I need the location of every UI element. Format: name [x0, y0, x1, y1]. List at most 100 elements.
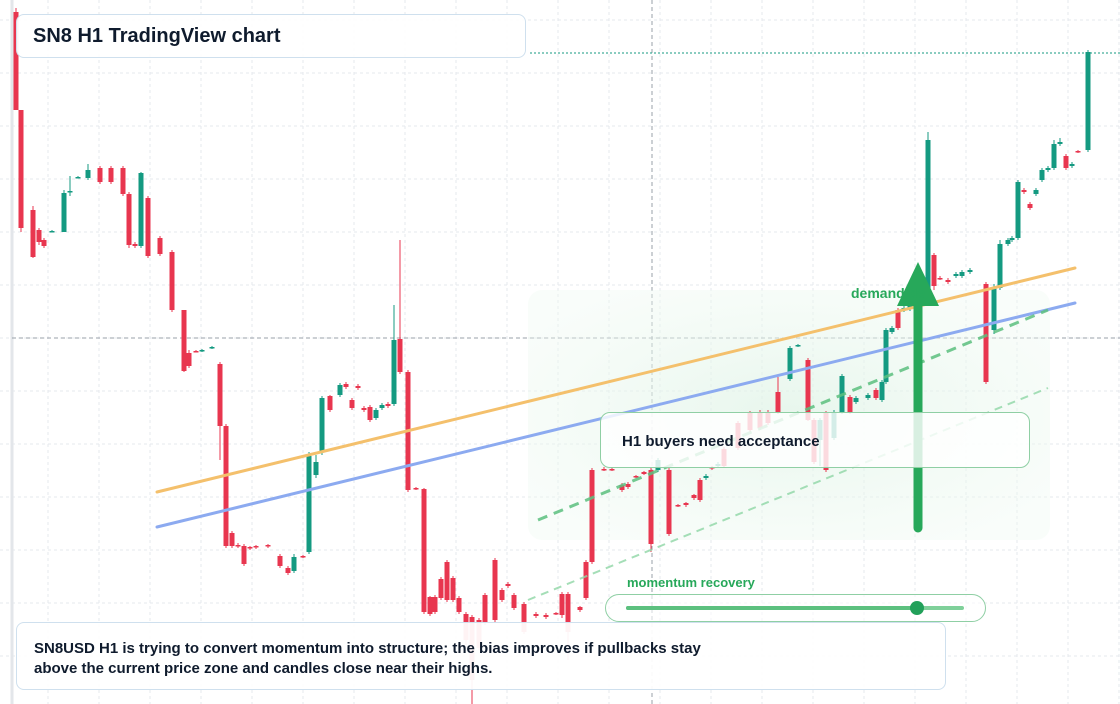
candle-up — [1005, 240, 1011, 244]
candle-down — [355, 386, 361, 388]
candle-down — [625, 484, 631, 487]
candle-up — [75, 177, 81, 179]
candle-up — [1051, 144, 1057, 168]
candle-down — [937, 278, 943, 280]
summary-box: SN8USD H1 is trying to convert momentum … — [16, 622, 946, 690]
candle-down — [132, 244, 138, 246]
candle-up — [379, 405, 385, 408]
candle-down — [427, 597, 433, 614]
candle-down — [577, 607, 583, 610]
candle-down — [157, 238, 163, 254]
candle-up — [306, 456, 312, 552]
candle-down — [583, 562, 589, 598]
candle-up — [795, 345, 801, 347]
candle-down — [983, 284, 989, 382]
candle-down — [126, 194, 132, 245]
candle-down — [193, 351, 199, 353]
candle-down — [145, 198, 151, 256]
candle-down — [186, 353, 192, 366]
candle-down — [895, 310, 901, 328]
candle-up — [67, 191, 73, 193]
candle-up — [391, 340, 397, 404]
candle-down — [385, 404, 391, 406]
candle-down — [253, 546, 259, 548]
candle-down — [241, 546, 247, 564]
target-arrow-head-icon — [897, 262, 939, 306]
candle-down — [697, 480, 703, 500]
candle-up — [85, 170, 91, 178]
momentum-meter[interactable] — [605, 594, 986, 622]
candle-up — [373, 410, 379, 418]
candle-up — [1009, 238, 1015, 240]
candle-down — [1021, 190, 1027, 192]
momentum-knob[interactable] — [909, 601, 924, 615]
candle-down — [553, 613, 559, 615]
candle-down — [438, 579, 444, 598]
candle-down — [108, 168, 114, 182]
candle-down — [648, 470, 654, 544]
candle-down — [589, 470, 595, 562]
candle-down — [511, 595, 517, 608]
candle-down — [235, 545, 241, 547]
callout-text: H1 buyers need acceptance — [622, 433, 820, 450]
candle-down — [169, 252, 175, 310]
candle-down — [229, 533, 235, 546]
candle-up — [1057, 142, 1063, 144]
candle-down — [1075, 151, 1081, 153]
candle-down — [492, 560, 498, 620]
candle-down — [675, 505, 681, 507]
candle-down — [361, 408, 367, 410]
candle-down — [36, 230, 42, 242]
candle-up — [967, 270, 973, 272]
candle-up — [953, 274, 959, 276]
candle-down — [41, 240, 47, 246]
candle-down — [805, 360, 811, 420]
candle-down — [1063, 156, 1069, 168]
candle-up — [61, 193, 67, 232]
candle-down — [285, 568, 291, 573]
candle-up — [883, 330, 889, 382]
chart-title-box: SN8 H1 TradingView chart — [16, 14, 526, 58]
candle-up — [959, 272, 965, 276]
candle-down — [97, 168, 103, 182]
candle-down — [666, 470, 672, 534]
candle-down — [873, 390, 879, 398]
candle-down — [499, 590, 505, 600]
candle-down — [601, 469, 607, 471]
candle-up — [889, 328, 895, 332]
candle-down — [444, 562, 450, 600]
candle-down — [300, 556, 306, 558]
candle-up — [853, 398, 859, 402]
candle-down — [633, 476, 639, 478]
candle-up — [925, 140, 931, 290]
candle-down — [482, 595, 488, 622]
candle-down — [223, 426, 229, 546]
candle-down — [13, 12, 19, 110]
candle-down — [609, 469, 615, 471]
candle-down — [456, 598, 462, 612]
candle-up — [991, 288, 997, 330]
candle-down — [1027, 204, 1033, 208]
candle-up — [865, 395, 871, 398]
candle-down — [18, 110, 24, 228]
candle-down — [217, 364, 223, 426]
candle-up — [1069, 164, 1075, 166]
candle-down — [505, 584, 511, 586]
candle-down — [691, 495, 697, 498]
candle-up — [1015, 182, 1021, 238]
candle-up — [337, 385, 343, 395]
candle-down — [413, 488, 419, 490]
candle-down — [565, 594, 571, 632]
candle-down — [327, 396, 333, 410]
candle-down — [277, 556, 283, 566]
candle-down — [619, 485, 625, 490]
candle-down — [543, 615, 549, 617]
candle-up — [319, 398, 325, 452]
candle-down — [432, 597, 438, 612]
candle-down — [945, 280, 951, 282]
candle-down — [120, 168, 126, 194]
candle-down — [533, 614, 539, 616]
momentum-fill — [626, 606, 917, 610]
candle-down — [349, 400, 355, 408]
candle-up — [1039, 170, 1045, 180]
